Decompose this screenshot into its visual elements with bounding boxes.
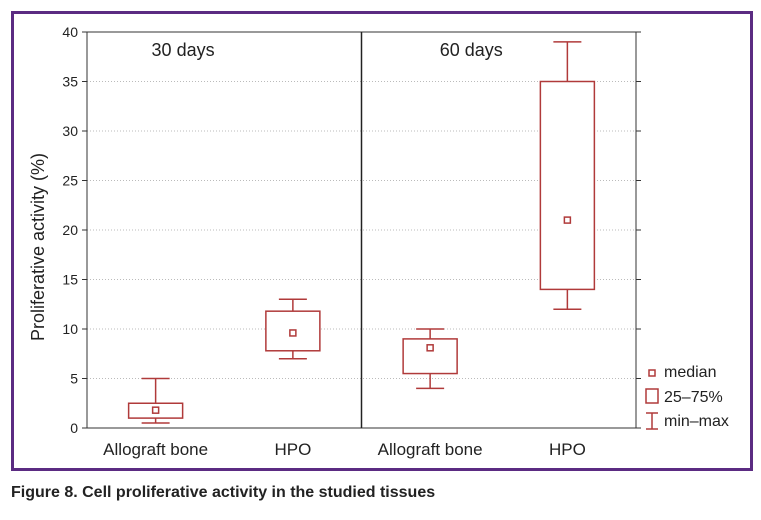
legend-box-label: 25–75% bbox=[664, 389, 723, 406]
y-tick-label: 30 bbox=[62, 123, 78, 139]
x-tick-label: Allograft bone bbox=[103, 440, 208, 459]
y-tick-label: 0 bbox=[70, 420, 78, 436]
y-tick-label: 5 bbox=[70, 371, 78, 387]
x-labels: Allograft bone HPO Allograft bone HPO bbox=[103, 440, 586, 459]
figure-caption: Figure 8. Cell proliferative activity in… bbox=[11, 484, 436, 501]
y-tick-label: 10 bbox=[62, 321, 78, 337]
box-group bbox=[127, 377, 184, 424]
panel-title: 30 days bbox=[152, 40, 215, 60]
median-marker bbox=[426, 344, 434, 352]
x-tick-label: Allograft bone bbox=[378, 440, 483, 459]
legend-median-symbol bbox=[648, 369, 656, 377]
x-tick-label: HPO bbox=[274, 440, 311, 459]
y-ticks: 0 5 10 15 20 25 30 35 40 bbox=[62, 24, 641, 436]
boxes bbox=[127, 41, 596, 424]
median-marker bbox=[563, 216, 572, 224]
y-tick-label: 35 bbox=[62, 74, 78, 90]
y-tick-label: 25 bbox=[62, 173, 78, 189]
median-marker bbox=[151, 406, 160, 414]
iqr-box bbox=[539, 80, 596, 291]
panel-title: 60 days bbox=[440, 40, 503, 60]
y-tick-label: 20 bbox=[62, 222, 78, 238]
panel-titles: 30 days 60 days bbox=[152, 40, 503, 60]
y-axis-label: Proliferative activity (%) bbox=[28, 153, 48, 341]
legend-whisker-label: min–max bbox=[664, 413, 729, 430]
legend: median 25–75% min–max bbox=[645, 364, 729, 430]
median-marker bbox=[289, 329, 297, 337]
x-tick-label: HPO bbox=[549, 440, 586, 459]
y-tick-label: 40 bbox=[62, 24, 78, 40]
box-group bbox=[265, 298, 321, 360]
box-group bbox=[539, 41, 596, 310]
y-tick-label: 15 bbox=[62, 272, 78, 288]
box-group bbox=[402, 328, 458, 390]
figure-frame: 0 5 10 15 20 25 30 35 40 Allograft bone HPO Allogr… bbox=[11, 11, 753, 471]
legend-box-symbol bbox=[645, 388, 659, 404]
legend-median-label: median bbox=[664, 364, 716, 381]
